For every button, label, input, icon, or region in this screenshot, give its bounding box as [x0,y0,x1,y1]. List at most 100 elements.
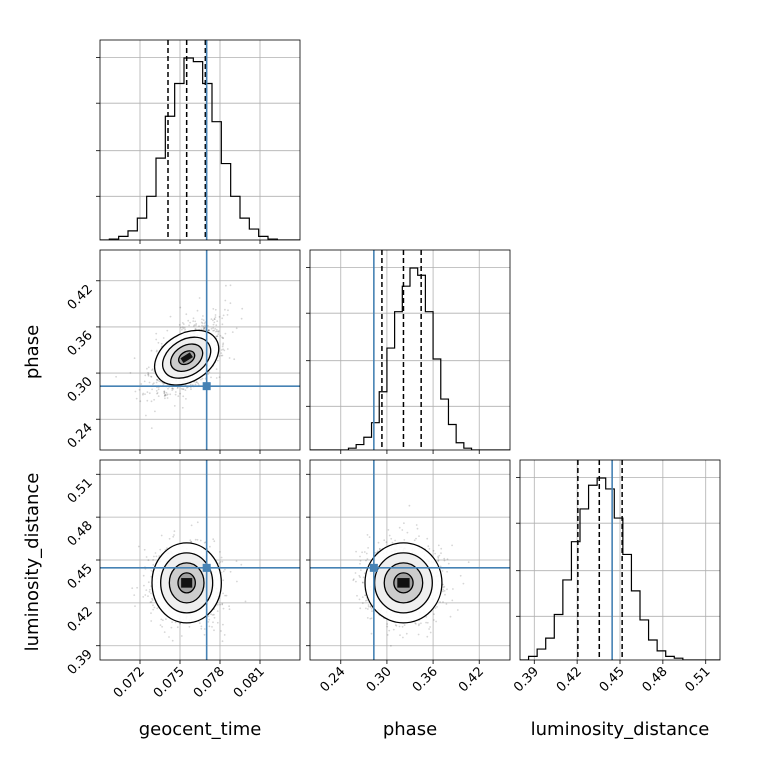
panel-luminosity-distance-vs-geocent-time-scatter-point [131,587,134,590]
panel-luminosity-distance-vs-phase-scatter-point [442,590,444,593]
panel-phase-vs-geocent-time-scatter-point [221,354,224,357]
panel-phase-vs-geocent-time-scatter-point [200,321,203,324]
panel-luminosity-distance-vs-phase-scatter-point [390,537,393,540]
panel-phase-vs-geocent-time-scatter-point [173,405,176,407]
panel-phase-vs-geocent-time-scatter-point [146,399,149,402]
panel-luminosity-distance-vs-phase-scatter-point [446,570,448,573]
panel-phase-vs-geocent-time-scatter-point [150,375,152,378]
panel-luminosity-distance-vs-phase-scatter-point [415,537,417,540]
panel-luminosity-distance-vs-phase-scatter-point [352,578,355,580]
panel-phase-vs-geocent-time-scatter-point [153,398,156,401]
panel-luminosity-distance-vs-geocent-time-scatter-point [147,581,150,584]
panel-phase-vs-geocent-time-scatter-point [142,393,144,396]
panel-phase-vs-geocent-time-scatter-point [164,397,166,400]
hist-luminosity-distance-xtick-label-1: 0.42 [554,664,585,695]
panel-luminosity-distance-vs-phase-scatter-point [437,559,440,562]
panel-luminosity-distance-vs-phase-scatter-point [359,607,362,610]
panel-phase-vs-geocent-time-scatter-point [171,387,174,390]
hist-geocent-time-border [99,39,301,241]
panel-phase-vs-geocent-time-scatter-point [240,317,243,320]
panel-luminosity-distance-vs-geocent-time-scatter-point [159,624,162,626]
panel-luminosity-distance-vs-phase-scatter-point [403,624,406,626]
panel-luminosity-distance-vs-geocent-time-truth-marker [202,563,211,572]
panel-luminosity-distance-vs-geocent-time-scatter-point [200,625,203,628]
panel-phase-vs-geocent-time-scatter-point [181,326,184,329]
panel-phase-vs-geocent-time-scatter-point [176,387,179,389]
panel-phase-vs-geocent-time-scatter-point [135,397,138,400]
panel-phase-vs-geocent-time-scatter-point [213,329,216,332]
x-axis-label-phase: phase [383,719,437,740]
panel-phase-vs-geocent-time-scatter-point [198,297,201,299]
panel-luminosity-distance-vs-phase-scatter-point [451,544,453,547]
panel-phase-vs-geocent-time-scatter-point [218,376,221,379]
panel-luminosity-distance-vs-phase-scatter-point [408,504,411,507]
panel-luminosity-distance-vs-phase-plot-area [310,460,510,660]
panel-phase-vs-geocent-time-scatter-point [214,327,217,330]
panel-phase-vs-geocent-time-scatter-point [196,381,199,384]
panel-phase-vs-geocent-time-scatter-point [192,320,195,322]
panel-luminosity-distance-vs-phase-xtick-label-2: 0.36 [410,664,441,695]
panel-phase-vs-geocent-time-scatter-point [221,323,224,326]
panel-luminosity-distance-vs-geocent-time-scatter-point [173,530,176,533]
panel-luminosity-distance-vs-geocent-time-scatter-point [194,538,197,541]
panel-phase-vs-geocent-time-scatter-point [194,328,197,330]
panel-luminosity-distance-vs-phase-scatter-point [415,524,418,526]
panel-phase-vs-geocent-time-scatter-point [202,325,205,328]
hist-phase-border [309,249,511,451]
panel-phase-vs-geocent-time-scatter-point [224,332,227,335]
panel-luminosity-distance-vs-phase-scatter-point [441,570,444,572]
panel-phase-vs-geocent-time-scatter-point [192,317,195,320]
panel-luminosity-distance-vs-geocent-time-scatter-point [216,621,219,624]
panel-phase-vs-geocent-time-scatter-point [133,357,136,360]
panel-phase-vs-geocent-time-scatter-point [156,349,158,352]
panel-luminosity-distance-vs-phase-scatter-point [370,632,373,635]
panel-luminosity-distance-vs-geocent-time-scatter-point [147,595,149,597]
panel-phase-vs-geocent-time-scatter-point [151,388,154,391]
panel-phase-vs-geocent-time-scatter-point [147,375,150,377]
panel-luminosity-distance-vs-geocent-time-scatter-point [221,560,224,563]
panel-luminosity-distance-vs-phase-scatter-point [379,548,381,550]
panel-luminosity-distance-vs-geocent-time-scatter-point [151,597,154,600]
panel-phase-vs-geocent-time-scatter-point [150,376,153,378]
hist-luminosity-distance-xtick-label-2: 0.45 [597,664,628,695]
panel-phase-vs-geocent-time-scatter-point [134,390,137,393]
panel-luminosity-distance-vs-phase-contour-3 [364,542,443,624]
panel-luminosity-distance-vs-phase-scatter-point [447,562,450,565]
panel-luminosity-distance-vs-geocent-time-scatter-point [222,570,225,573]
panel-luminosity-distance-vs-geocent-time-scatter-point [200,627,203,630]
hist-luminosity-distance-step-line [520,477,720,660]
panel-luminosity-distance-vs-phase-scatter-point [439,565,442,568]
panel-phase-vs-geocent-time-scatter-point [157,341,160,344]
panel-phase-vs-geocent-time-scatter-point [212,329,215,332]
panel-luminosity-distance-vs-geocent-time-scatter-point [161,625,164,628]
panel-phase-vs-geocent-time-scatter-point [224,299,227,302]
panel-phase-vs-geocent-time-scatter-point [214,314,217,316]
panel-luminosity-distance-vs-geocent-time-scatter-point [180,635,183,637]
panel-luminosity-distance-vs-phase-scatter-point [398,625,401,628]
panel-phase-vs-geocent-time-scatter-point [166,393,169,396]
panel-phase-vs-geocent-time-scatter-point [186,386,188,389]
panel-luminosity-distance-vs-phase-scatter-point [418,623,420,625]
panel-luminosity-distance-vs-geocent-time-scatter-point [222,607,225,610]
panel-luminosity-distance-vs-geocent-time-plot-area [100,460,300,660]
panel-luminosity-distance-vs-phase-scatter-point [446,588,448,591]
panel-luminosity-distance-vs-phase-scatter-point [414,622,416,624]
panel-luminosity-distance-vs-phase-scatter-point [366,617,369,619]
panel-phase-vs-geocent-time-scatter-point [204,321,207,323]
panel-phase-vs-geocent-time-scatter-point [222,337,225,339]
panel-luminosity-distance-vs-phase-scatter-point [452,588,454,590]
panel-phase-vs-geocent-time-scatter-point [185,313,188,316]
panel-luminosity-distance-vs-geocent-time-scatter-point [225,594,228,597]
panel-luminosity-distance-vs-geocent-time-scatter-point [207,615,210,618]
panel-luminosity-distance-vs-phase-scatter-point [394,624,397,626]
x-axis-label-geocent-time: geocent_time [139,719,262,740]
panel-luminosity-distance-vs-phase-xtick-label-3: 0.42 [456,664,487,695]
panel-luminosity-distance-vs-phase-scatter-point [418,535,420,537]
panel-phase-vs-geocent-time-scatter-point [148,381,151,384]
panel-phase-vs-geocent-time-scatter-point [215,368,218,370]
panel-luminosity-distance-vs-geocent-time-scatter-point [147,559,150,562]
panel-luminosity-distance-vs-geocent-time-scatter-point [159,548,162,551]
panel-phase-vs-geocent-time-scatter-point [150,349,153,352]
panel-luminosity-distance-vs-geocent-time-scatter-point [149,588,151,591]
panel-luminosity-distance-vs-geocent-time-scatter-point [221,640,224,643]
